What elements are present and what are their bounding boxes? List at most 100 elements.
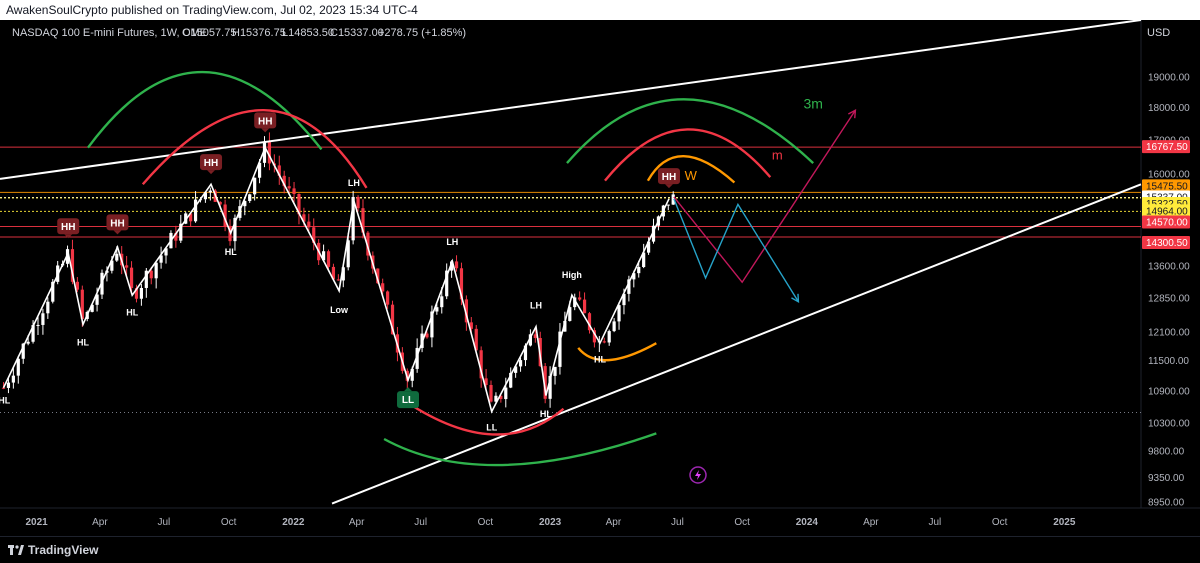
ohlc-close: C15337.00 bbox=[330, 27, 384, 39]
tradingview-logo[interactable]: TradingView bbox=[8, 543, 98, 557]
candle-body bbox=[312, 227, 316, 243]
publisher-line: AwakenSoulCrypto published on TradingVie… bbox=[6, 3, 418, 17]
candle-body bbox=[381, 283, 385, 292]
trendline bbox=[0, 20, 1142, 180]
price-axis[interactable]: 19000.0018000.0017000.0016000.0015337.00… bbox=[1142, 73, 1190, 509]
price-level-label: 14964.00 bbox=[1146, 206, 1188, 217]
candle-body bbox=[464, 299, 468, 323]
label-text: LL bbox=[402, 395, 414, 406]
candle-body bbox=[602, 341, 606, 343]
hh-label: HH bbox=[657, 168, 680, 189]
candle-body bbox=[287, 186, 291, 189]
candle-body bbox=[454, 261, 459, 269]
time-tick-label: Apr bbox=[349, 517, 365, 528]
swing-annotation: LL bbox=[486, 423, 497, 433]
label-text: HH bbox=[258, 116, 272, 127]
lightning-icon[interactable] bbox=[689, 466, 707, 484]
candle-body bbox=[218, 201, 222, 205]
candle-body bbox=[573, 297, 577, 308]
price-tick-label: 12100.00 bbox=[1148, 327, 1190, 338]
ll-label: LL bbox=[397, 387, 420, 409]
candle-body bbox=[253, 177, 257, 195]
candle-body bbox=[410, 368, 414, 381]
candle-body bbox=[134, 288, 139, 299]
price-level-badge bbox=[1142, 204, 1190, 218]
candle-body bbox=[504, 387, 508, 400]
label-pointer bbox=[664, 184, 673, 189]
time-tick-label: Oct bbox=[221, 517, 237, 528]
ohlc-low: L14853.50 bbox=[282, 27, 334, 39]
candle-body bbox=[386, 291, 390, 305]
candle-body bbox=[1, 387, 6, 389]
candle-body bbox=[548, 375, 552, 399]
candle-body bbox=[553, 366, 557, 376]
candle-body bbox=[46, 301, 50, 314]
candle-body bbox=[445, 270, 449, 297]
label-box bbox=[106, 214, 129, 231]
swing-annotation: LH bbox=[446, 237, 458, 247]
candle-body bbox=[159, 255, 163, 263]
tradingview-brand: TradingView bbox=[28, 543, 99, 557]
candle-body bbox=[282, 175, 286, 187]
candle-body bbox=[139, 287, 143, 299]
price-tick-label: 16000.00 bbox=[1148, 170, 1190, 181]
candle-body bbox=[651, 225, 656, 242]
candle-body bbox=[179, 223, 183, 241]
swing-annotation: Low bbox=[330, 305, 349, 315]
candle-body bbox=[361, 208, 365, 233]
candle-body bbox=[223, 204, 227, 227]
time-tick-label: Jul bbox=[158, 517, 171, 528]
candle-body bbox=[376, 268, 380, 284]
label-pointer bbox=[64, 234, 73, 239]
candle-body bbox=[203, 192, 208, 200]
price-tick-label: 8950.00 bbox=[1148, 498, 1185, 509]
candle-body bbox=[494, 395, 498, 402]
candle-body bbox=[115, 253, 119, 261]
drawings: HL HH HL HH HL HH HL HH LH Low LL LH LL HL LH High HL HH W… bbox=[0, 20, 1142, 505]
candle-body bbox=[80, 289, 84, 319]
label-box bbox=[200, 154, 223, 171]
swing-annotation: HL bbox=[0, 395, 11, 405]
swing-annotation: LH bbox=[348, 178, 360, 188]
footer-bar: TradingView bbox=[0, 536, 1200, 563]
label-pointer bbox=[404, 387, 413, 392]
candle-body bbox=[292, 188, 296, 194]
candle-body bbox=[307, 221, 311, 228]
candle-body bbox=[366, 232, 370, 256]
candle-body bbox=[543, 366, 547, 399]
chart-title: NASDAQ 100 E-mini Futures, 1W, CME bbox=[12, 27, 207, 39]
time-axis[interactable]: 2021 Apr Jul Oct 2022 Apr Jul Oct 2023 Apr Jul Oct 2… bbox=[25, 517, 1075, 528]
candle-body bbox=[435, 307, 439, 312]
candle-body bbox=[533, 334, 537, 339]
time-tick-label: Oct bbox=[992, 517, 1008, 528]
candle-body bbox=[622, 293, 626, 306]
swing-annotation: High bbox=[562, 270, 582, 280]
swing-annotation: HL bbox=[594, 355, 606, 365]
label-box bbox=[397, 391, 420, 409]
candle-body bbox=[31, 325, 35, 342]
price-tick-label: 10300.00 bbox=[1148, 418, 1190, 429]
price-tick-label: 19000.00 bbox=[1148, 73, 1190, 84]
hh-label: HH bbox=[254, 112, 277, 133]
candle-body bbox=[95, 294, 99, 305]
price-level-badge bbox=[1142, 215, 1190, 229]
candle-body bbox=[297, 193, 301, 215]
candle-body bbox=[149, 270, 153, 279]
swing-annotation: m bbox=[772, 148, 783, 163]
candle-body bbox=[563, 320, 567, 332]
price-tick-label: 9800.00 bbox=[1148, 446, 1185, 457]
cycle-arc bbox=[566, 98, 815, 164]
candle-body bbox=[489, 384, 493, 402]
label-text: HH bbox=[662, 172, 676, 183]
price-tick-label: 18000.00 bbox=[1148, 103, 1190, 114]
candle-body bbox=[90, 304, 94, 312]
candle-body bbox=[356, 196, 360, 209]
time-tick-label: 2024 bbox=[796, 517, 819, 528]
time-tick-label: Jul bbox=[671, 517, 684, 528]
candle-body bbox=[321, 251, 326, 261]
price-chart[interactable]: NASDAQ 100 E-mini Futures, 1W, CME O1505… bbox=[0, 20, 1200, 536]
swing-annotation: HL bbox=[77, 338, 89, 348]
candle-body bbox=[637, 267, 641, 274]
candle-body bbox=[26, 341, 30, 344]
candle-body bbox=[627, 279, 631, 294]
